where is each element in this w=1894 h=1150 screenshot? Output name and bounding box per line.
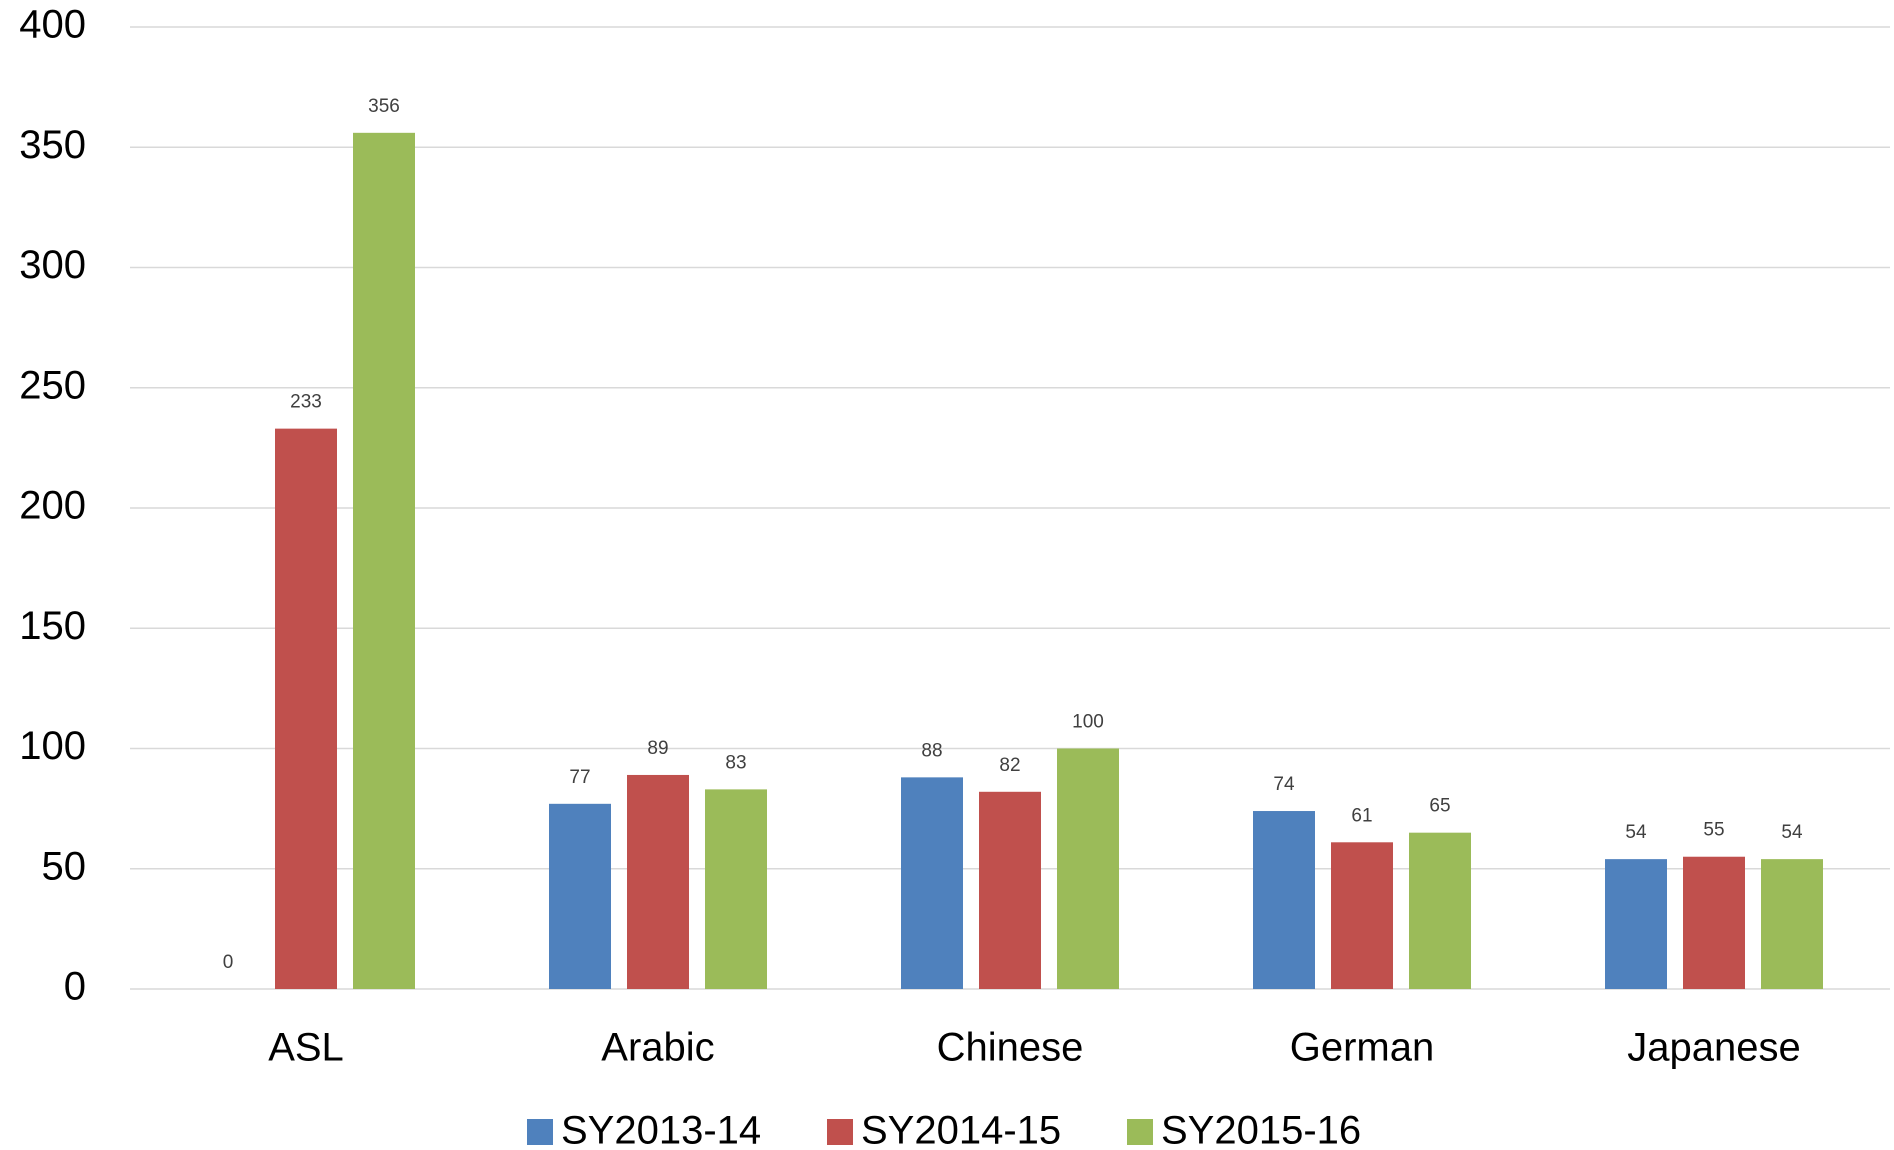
y-tick-label: 200	[19, 484, 86, 528]
data-label: 83	[725, 752, 746, 773]
y-tick-label: 250	[19, 363, 86, 407]
data-label: 54	[1781, 822, 1803, 843]
x-tick-label: Chinese	[937, 1026, 1084, 1070]
data-label: 82	[999, 755, 1020, 776]
legend-swatch	[1127, 1119, 1153, 1145]
bar	[549, 803, 611, 989]
data-label: 65	[1429, 796, 1450, 817]
y-tick-label: 150	[19, 604, 86, 648]
bar	[1605, 859, 1667, 989]
data-label: 88	[921, 740, 942, 761]
legend-swatch	[527, 1119, 553, 1145]
data-label: 356	[368, 96, 400, 117]
x-tick-label: Arabic	[601, 1026, 714, 1070]
y-tick-label: 300	[19, 243, 86, 287]
bar	[979, 791, 1041, 989]
data-label: 100	[1072, 712, 1104, 733]
y-tick-label: 100	[19, 724, 86, 768]
data-label: 61	[1351, 805, 1372, 826]
data-label: 233	[290, 392, 322, 413]
y-tick-label: 350	[19, 123, 86, 167]
data-label: 54	[1625, 822, 1647, 843]
bar	[705, 789, 767, 989]
data-label: 74	[1273, 774, 1295, 795]
bar	[275, 428, 337, 989]
x-tick-label: Japanese	[1627, 1026, 1800, 1070]
y-tick-label: 50	[42, 844, 87, 888]
bar	[1331, 842, 1393, 989]
legend-label: SY2014-15	[861, 1109, 1061, 1150]
legend-swatch	[827, 1119, 853, 1145]
y-tick-label: 0	[64, 965, 86, 1009]
data-label: 0	[223, 952, 234, 973]
bar	[1057, 748, 1119, 989]
bar	[627, 774, 689, 989]
bar	[1409, 832, 1471, 989]
x-tick-label: German	[1290, 1026, 1435, 1070]
bar	[1253, 811, 1315, 989]
data-label: 55	[1703, 820, 1724, 841]
legend-label: SY2015-16	[1161, 1109, 1361, 1150]
legend-label: SY2013-14	[561, 1109, 761, 1150]
x-tick-label: ASL	[268, 1026, 344, 1070]
data-label: 77	[569, 767, 590, 788]
bar	[901, 777, 963, 989]
bar	[1761, 859, 1823, 989]
bar	[353, 132, 415, 989]
y-tick-label: 400	[19, 3, 86, 47]
bar	[1683, 856, 1745, 989]
data-label: 89	[647, 738, 668, 759]
